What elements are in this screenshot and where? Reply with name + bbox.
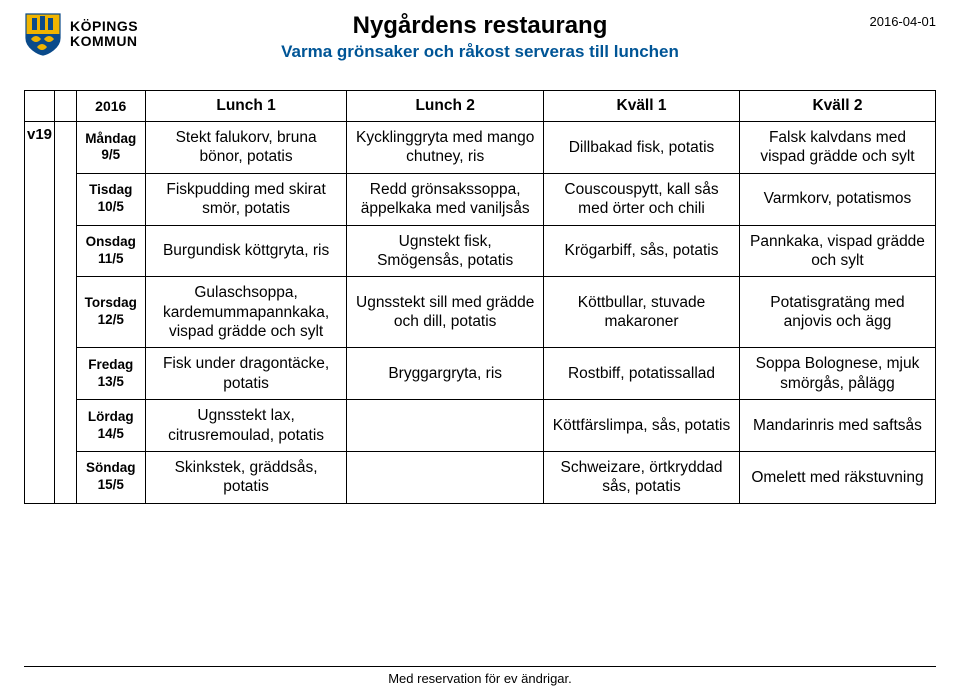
column-header: Kväll 2 bbox=[739, 91, 935, 122]
title-block: Nygårdens restaurang Varma grönsaker och… bbox=[281, 12, 679, 62]
meal-cell: Stekt falukorv, bruna bönor, potatis bbox=[145, 122, 346, 174]
header: KÖPINGS KOMMUN Nygårdens restaurang Varm… bbox=[24, 12, 936, 72]
meal-cell: Ugnsstekt sill med grädde och dill, pota… bbox=[347, 277, 544, 348]
day-cell: Torsdag12/5 bbox=[76, 277, 145, 348]
page-subtitle: Varma grönsaker och råkost serveras till… bbox=[281, 42, 679, 62]
meal-cell bbox=[347, 451, 544, 503]
day-name: Tisdag bbox=[85, 182, 137, 199]
meal-cell: Mandarinris med saftsås bbox=[739, 400, 935, 452]
day-name: Måndag bbox=[85, 131, 137, 148]
meal-cell: Soppa Bolognese, mjuk smörgås, pålägg bbox=[739, 348, 935, 400]
meal-cell: Ugnstekt fisk, Smögensås, potatis bbox=[347, 225, 544, 277]
menu-table: 2016Lunch 1Lunch 2Kväll 1Kväll 2 v19 Månda… bbox=[24, 90, 936, 504]
day-date: 10/5 bbox=[85, 199, 137, 216]
stub-cell bbox=[55, 91, 77, 122]
day-date: 14/5 bbox=[85, 426, 137, 443]
column-header: Kväll 1 bbox=[544, 91, 740, 122]
day-cell: Söndag15/5 bbox=[76, 451, 145, 503]
meal-cell: Schweizare, örtkryddad sås, potatis bbox=[544, 451, 740, 503]
meal-cell: Redd grönsakssoppa, äppelkaka med vanilj… bbox=[347, 173, 544, 225]
document-date: 2016-04-01 bbox=[870, 14, 937, 29]
day-cell: Lördag14/5 bbox=[76, 400, 145, 452]
meal-cell: Pannkaka, vispad grädde och sylt bbox=[739, 225, 935, 277]
meal-cell bbox=[347, 400, 544, 452]
meal-cell: Köttfärslimpa, sås, potatis bbox=[544, 400, 740, 452]
column-header: Lunch 1 bbox=[145, 91, 346, 122]
logo-line2: KOMMUN bbox=[70, 34, 138, 49]
page: KÖPINGS KOMMUN Nygårdens restaurang Varm… bbox=[0, 0, 960, 696]
day-name: Lördag bbox=[85, 409, 137, 426]
meal-cell: Krögarbiff, sås, potatis bbox=[544, 225, 740, 277]
meal-cell: Varmkorv, potatismos bbox=[739, 173, 935, 225]
logo-line1: KÖPINGS bbox=[70, 19, 138, 34]
year-cell: 2016 bbox=[76, 91, 145, 122]
meal-cell: Potatisgratäng med anjovis och ägg bbox=[739, 277, 935, 348]
footer: Med reservation för ev ändrigar. bbox=[0, 666, 960, 686]
day-date: 11/5 bbox=[85, 251, 137, 268]
stub-cell bbox=[55, 122, 77, 504]
day-cell: Onsdag11/5 bbox=[76, 225, 145, 277]
day-date: 15/5 bbox=[85, 477, 137, 494]
footer-text: Med reservation för ev ändrigar. bbox=[388, 671, 572, 686]
meal-cell: Köttbullar, stuvade makaroner bbox=[544, 277, 740, 348]
meal-cell: Couscouspytt, kall sås med örter och chi… bbox=[544, 173, 740, 225]
day-name: Torsdag bbox=[85, 295, 137, 312]
day-cell: Fredag13/5 bbox=[76, 348, 145, 400]
logo-text: KÖPINGS KOMMUN bbox=[70, 19, 138, 48]
footer-divider bbox=[24, 666, 936, 667]
day-name: Söndag bbox=[85, 460, 137, 477]
week-label: v19 bbox=[25, 122, 55, 504]
day-date: 13/5 bbox=[85, 374, 137, 391]
stub-cell bbox=[25, 91, 55, 122]
day-date: 12/5 bbox=[85, 312, 137, 329]
day-name: Onsdag bbox=[85, 234, 137, 251]
meal-cell: Kycklinggryta med mango chutney, ris bbox=[347, 122, 544, 174]
meal-cell: Fisk under dragontäcke, potatis bbox=[145, 348, 346, 400]
day-cell: Måndag9/5 bbox=[76, 122, 145, 174]
column-header: Lunch 2 bbox=[347, 91, 544, 122]
meal-cell: Falsk kalvdans med vispad grädde och syl… bbox=[739, 122, 935, 174]
meal-cell: Dillbakad fisk, potatis bbox=[544, 122, 740, 174]
meal-cell: Ugnsstekt lax, citrusremoulad, potatis bbox=[145, 400, 346, 452]
day-date: 9/5 bbox=[85, 147, 137, 164]
day-name: Fredag bbox=[85, 357, 137, 374]
meal-cell: Burgundisk köttgryta, ris bbox=[145, 225, 346, 277]
day-cell: Tisdag10/5 bbox=[76, 173, 145, 225]
logo-block: KÖPINGS KOMMUN bbox=[24, 12, 138, 56]
meal-cell: Bryggargryta, ris bbox=[347, 348, 544, 400]
page-title: Nygårdens restaurang bbox=[281, 12, 679, 40]
shield-icon bbox=[24, 12, 62, 56]
meal-cell: Gulaschsoppa, kardemummapannkaka, vispad… bbox=[145, 277, 346, 348]
menu-table-wrap: 2016Lunch 1Lunch 2Kväll 1Kväll 2 v19 Månda… bbox=[24, 90, 936, 504]
meal-cell: Rostbiff, potatissallad bbox=[544, 348, 740, 400]
meal-cell: Omelett med räkstuvning bbox=[739, 451, 935, 503]
meal-cell: Skinkstek, gräddsås, potatis bbox=[145, 451, 346, 503]
meal-cell: Fiskpudding med skirat smör, potatis bbox=[145, 173, 346, 225]
